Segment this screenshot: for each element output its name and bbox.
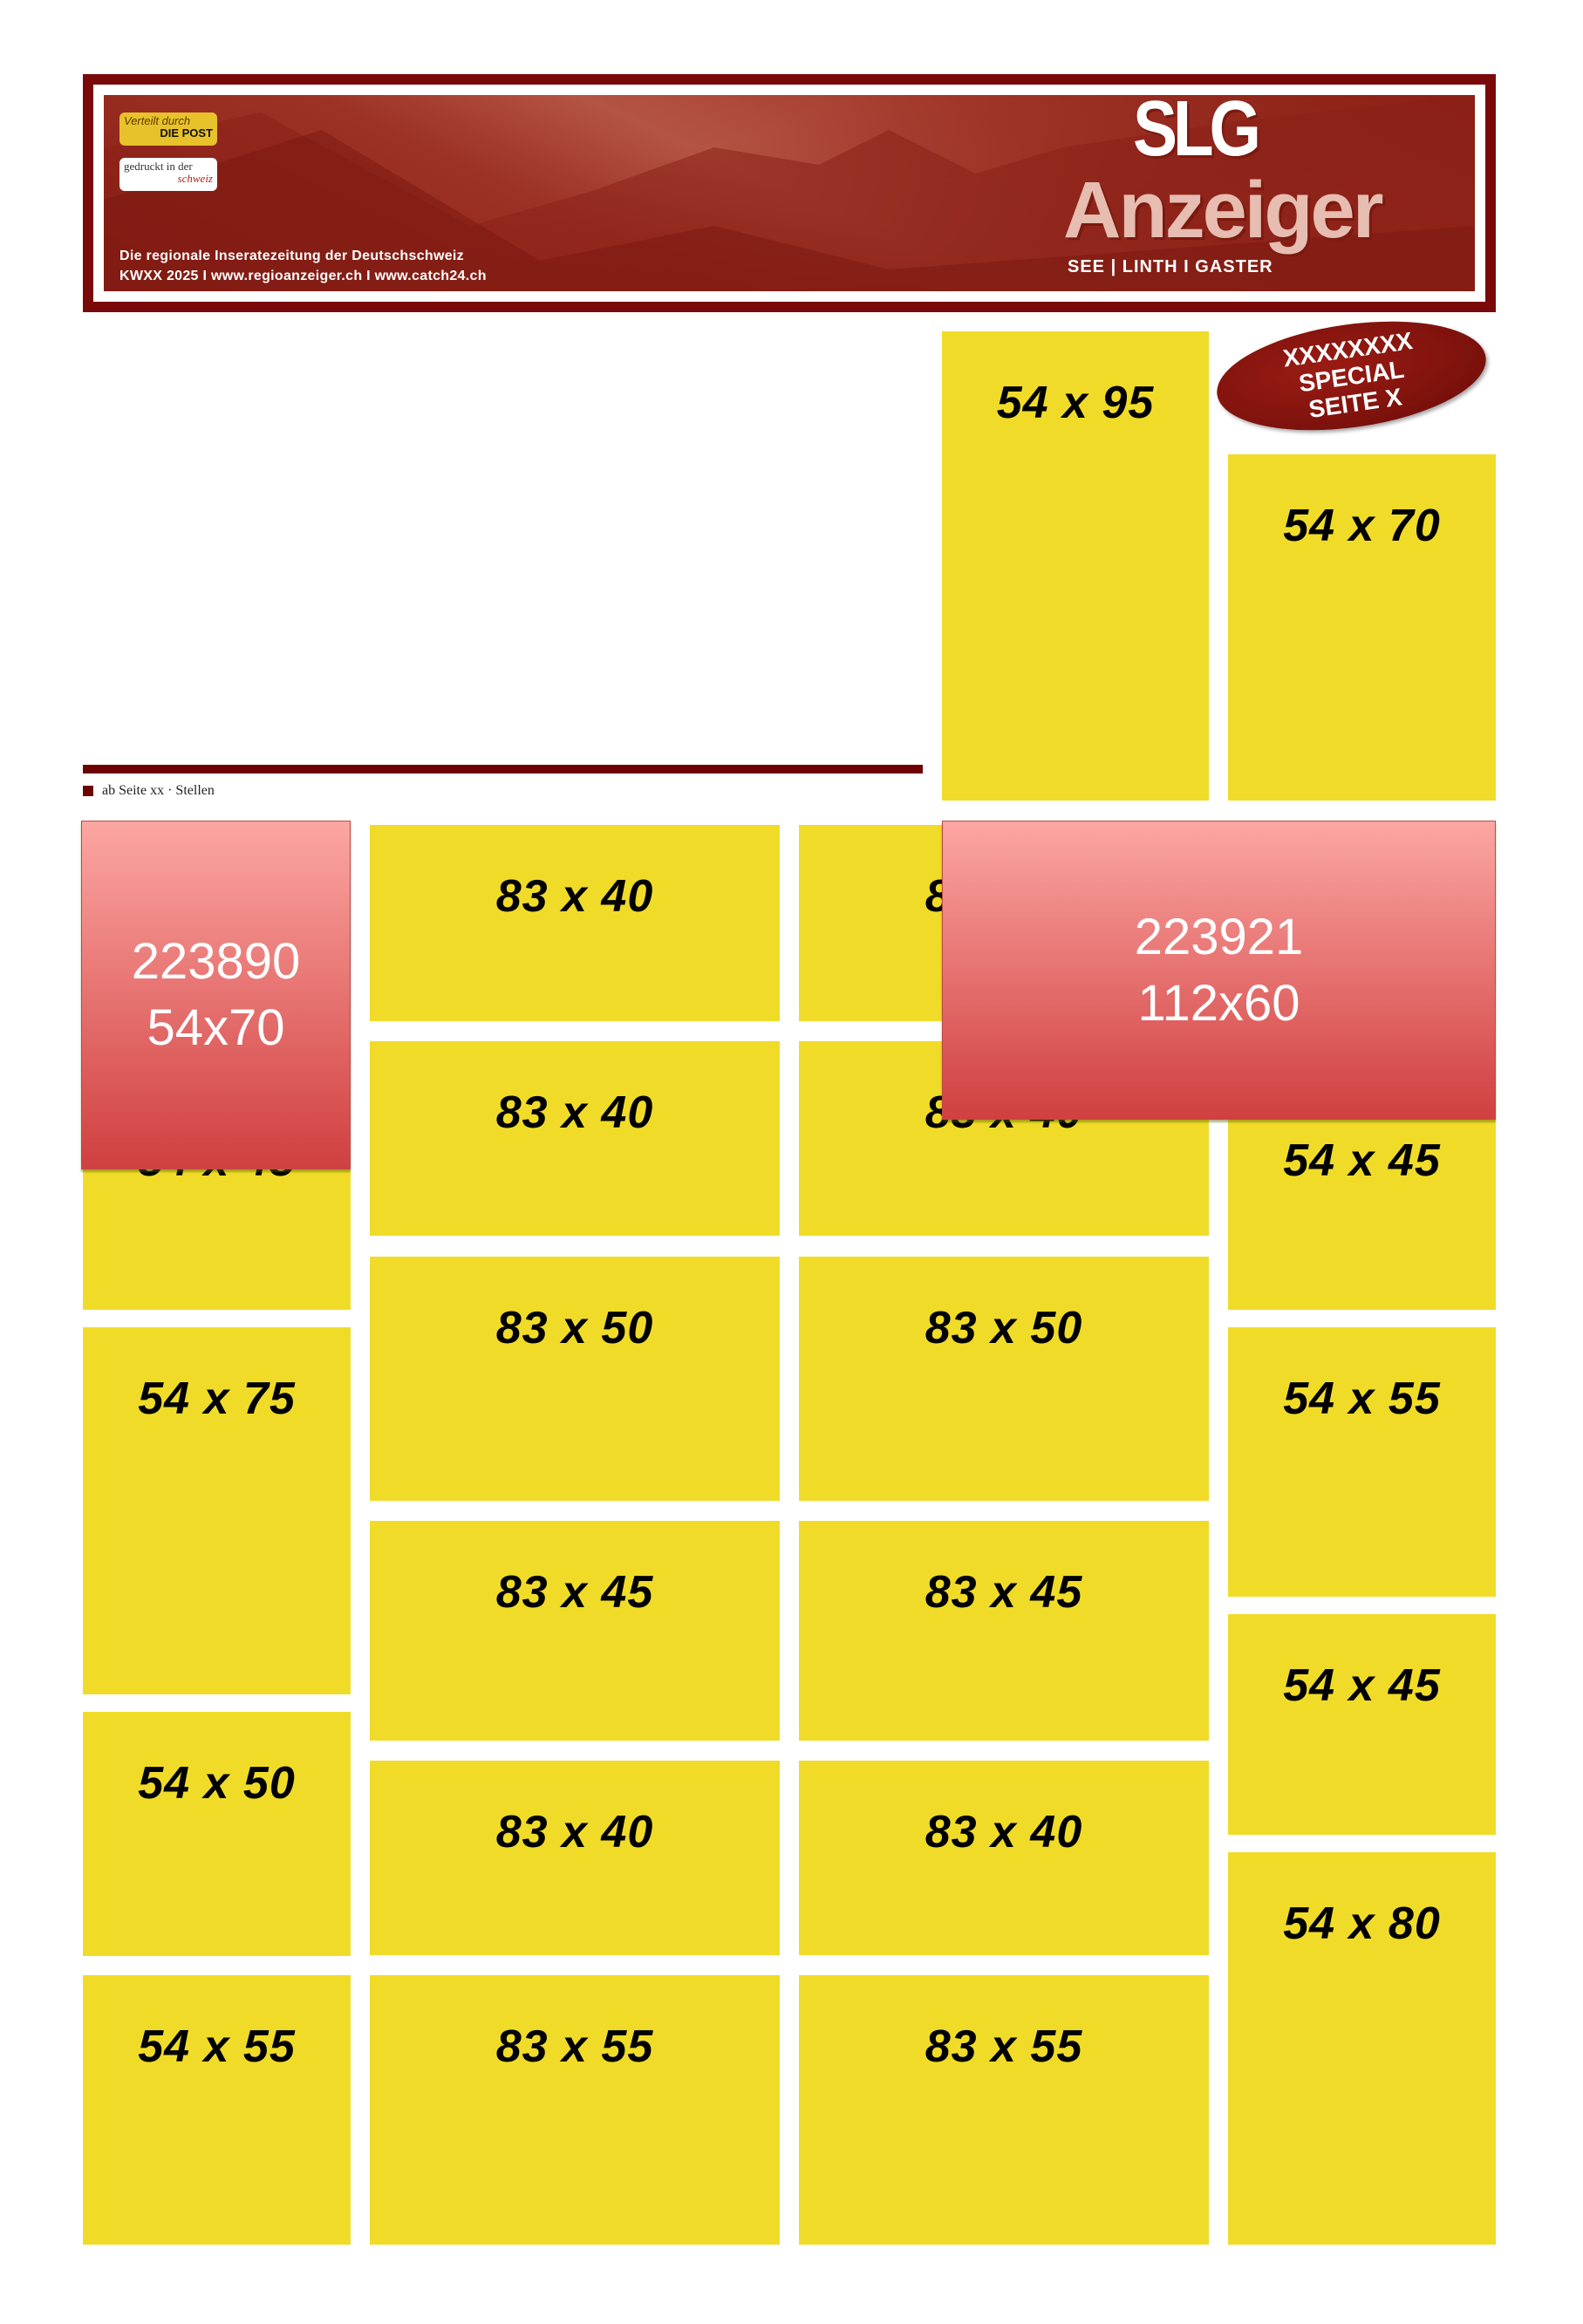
section-caption-text: ab Seite xx · Stellen (102, 783, 215, 798)
booked-ad-size: 112x60 (1137, 974, 1300, 1032)
ad-slot-size-label: 54 x 95 (996, 378, 1155, 428)
ad-slot-size-label: 54 x 75 (138, 1373, 296, 1424)
ad-slot[interactable]: 83 x 45 (799, 1521, 1209, 1741)
booked-ad-id: 223890 (131, 933, 301, 990)
ad-slot-size-label: 54 x 55 (1283, 1373, 1441, 1424)
ad-slot[interactable]: 54 x 50 (83, 1712, 351, 1956)
die-post-badge: Verteilt durch DIE POST (119, 112, 217, 146)
ad-slot[interactable]: 54 x 95 (942, 331, 1209, 801)
ad-slot-size-label: 54 x 50 (138, 1758, 296, 1809)
ad-slot[interactable]: 83 x 55 (370, 1975, 780, 2245)
masthead-issue-line: KWXX 2025 I www.regioanzeiger.ch I www.c… (119, 269, 487, 283)
ad-slot-size-label: 83 x 45 (925, 1567, 1083, 1618)
ad-slot-size-label: 83 x 45 (495, 1567, 654, 1618)
booked-ad-id: 223921 (1134, 908, 1304, 965)
ad-slot[interactable]: 83 x 40 (370, 1761, 780, 1955)
ad-slot[interactable]: 83 x 40 (370, 825, 780, 1021)
special-page-badge: XXXXXXXX SPECIAL SEITE X (1210, 305, 1493, 446)
ad-slot-size-label: 83 x 55 (495, 2021, 654, 2072)
ad-slot[interactable]: 83 x 50 (370, 1257, 780, 1501)
booked-ad[interactable]: 223921 112x60 (942, 821, 1496, 1120)
booked-ad-size: 54x70 (147, 999, 285, 1056)
ad-slot-size-label: 54 x 45 (1283, 1135, 1441, 1186)
section-divider (83, 765, 923, 774)
ad-slot[interactable]: 54 x 45 (1228, 1614, 1496, 1835)
masthead-banner: Verteilt durch DIE POST gedruckt in der sc… (104, 95, 1475, 291)
ad-slot[interactable]: 83 x 40 (370, 1041, 780, 1236)
logo-slg: SLG (1133, 95, 1261, 173)
ad-slot-size-label: 83 x 40 (495, 1807, 654, 1857)
ad-slot[interactable]: 54 x 75 (83, 1327, 351, 1694)
ad-slot-size-label: 54 x 80 (1283, 1898, 1441, 1949)
newspaper-masthead: Verteilt durch DIE POST gedruckt in der sc… (83, 74, 1496, 312)
masthead-tagline: Die regionale Inseratezeitung der Deutsc… (119, 249, 464, 263)
ad-slot-size-label: 83 x 55 (925, 2021, 1083, 2072)
ad-slot[interactable]: 54 x 80 (1228, 1852, 1496, 2245)
ad-slot[interactable]: 83 x 45 (370, 1521, 780, 1741)
ad-slot[interactable]: 54 x 55 (83, 1975, 351, 2245)
printed-in-switzerland-badge: gedruckt in der schweiz (119, 158, 217, 191)
ad-slot-size-label: 83 x 40 (495, 1087, 654, 1138)
square-bullet-icon (83, 786, 93, 796)
ad-slot-size-label: 54 x 45 (1283, 1660, 1441, 1711)
booked-ad[interactable]: 223890 54x70 (81, 821, 351, 1169)
ad-slot[interactable]: 54 x 45 (1228, 1089, 1496, 1310)
mountain-backdrop-image (104, 95, 1475, 291)
ad-slot[interactable]: 83 x 50 (799, 1257, 1209, 1501)
ad-slot[interactable]: 83 x 55 (799, 1975, 1209, 2245)
logo-anzeiger: Anzeiger (1063, 166, 1384, 255)
ad-slot[interactable]: 54 x 70 (1228, 454, 1496, 801)
ad-slot-size-label: 83 x 40 (495, 871, 654, 922)
logo-regions: SEE | LINTH I GASTER (1068, 257, 1273, 276)
ad-slot[interactable]: 54 x 55 (1228, 1327, 1496, 1597)
ad-slot-size-label: 83 x 50 (495, 1303, 654, 1353)
ad-slot-size-label: 83 x 50 (925, 1303, 1083, 1353)
ad-slot-size-label: 83 x 40 (925, 1807, 1083, 1857)
ad-slot-size-label: 54 x 70 (1283, 501, 1441, 551)
section-caption: ab Seite xx · Stellen (83, 783, 215, 799)
ad-slot[interactable]: 83 x 40 (799, 1761, 1209, 1955)
ad-slot-size-label: 54 x 55 (138, 2021, 296, 2072)
